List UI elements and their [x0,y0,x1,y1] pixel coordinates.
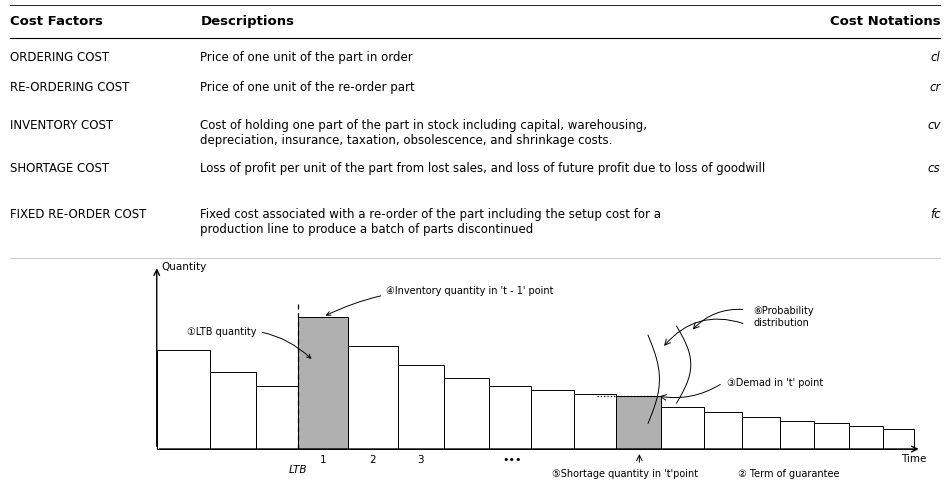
Text: cl: cl [931,51,940,63]
Text: Time: Time [901,454,926,464]
FancyBboxPatch shape [531,390,574,449]
Text: ⑥Probability
distribution: ⑥Probability distribution [753,306,814,328]
Text: Fixed cost associated with a re-order of the part including the setup cost for a: Fixed cost associated with a re-order of… [200,208,661,236]
FancyBboxPatch shape [348,346,398,449]
FancyBboxPatch shape [398,365,444,449]
Text: Cost of holding one part of the part in stock including capital, warehousing,
de: Cost of holding one part of the part in … [200,119,647,147]
Text: ③Demad in 't' point: ③Demad in 't' point [728,378,824,388]
Text: 2: 2 [370,455,376,465]
Text: Price of one unit of the re-order part: Price of one unit of the re-order part [200,81,415,94]
Text: cr: cr [929,81,940,94]
FancyBboxPatch shape [298,317,348,449]
Text: RE-ORDERING COST: RE-ORDERING COST [10,81,129,94]
Text: LTB: LTB [289,465,308,475]
Text: INVENTORY COST: INVENTORY COST [10,119,113,132]
Text: SHORTAGE COST: SHORTAGE COST [10,162,108,175]
Text: ② Term of guarantee: ② Term of guarantee [738,468,840,479]
Text: Cost Factors: Cost Factors [10,15,103,28]
FancyBboxPatch shape [489,386,531,449]
Text: Quantity: Quantity [162,262,207,272]
Text: Cost Notations: Cost Notations [830,15,940,28]
FancyBboxPatch shape [256,386,298,449]
FancyBboxPatch shape [210,372,256,449]
FancyBboxPatch shape [849,426,884,449]
Text: fc: fc [930,208,940,221]
Text: ①LTB quantity: ①LTB quantity [187,326,311,358]
FancyBboxPatch shape [444,378,489,449]
Text: Price of one unit of the part in order: Price of one unit of the part in order [200,51,413,63]
Text: •••: ••• [503,455,522,465]
Text: cv: cv [927,119,940,132]
Text: cs: cs [928,162,940,175]
Text: 3: 3 [417,455,424,465]
Text: ④Inventory quantity in 't - 1' point: ④Inventory quantity in 't - 1' point [327,286,554,315]
Text: FIXED RE-ORDER COST: FIXED RE-ORDER COST [10,208,146,221]
FancyBboxPatch shape [742,417,780,449]
FancyBboxPatch shape [574,394,616,449]
Text: 1: 1 [320,455,327,465]
Text: Descriptions: Descriptions [200,15,294,28]
FancyBboxPatch shape [704,412,742,449]
Text: ORDERING COST: ORDERING COST [10,51,108,63]
Text: ⑤Shortage quantity in 't'point: ⑤Shortage quantity in 't'point [552,468,698,479]
FancyBboxPatch shape [884,429,914,449]
FancyBboxPatch shape [661,407,704,449]
FancyBboxPatch shape [780,421,814,449]
FancyBboxPatch shape [616,396,661,449]
FancyBboxPatch shape [814,423,849,449]
FancyBboxPatch shape [157,350,210,449]
Text: Loss of profit per unit of the part from lost sales, and loss of future profit d: Loss of profit per unit of the part from… [200,162,766,175]
